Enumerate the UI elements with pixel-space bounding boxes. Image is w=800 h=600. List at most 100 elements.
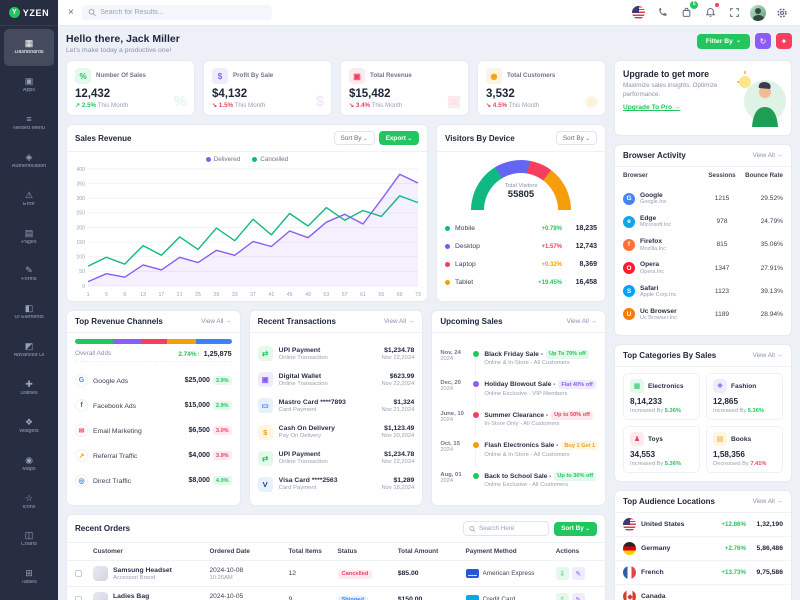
transaction-row[interactable]: ▭ Mastro Card ****7893 Card Payment $1,3…: [257, 398, 414, 414]
filter-by-button[interactable]: Filter By: [696, 33, 750, 49]
location-row[interactable]: United States +12.86% 1,32,190: [615, 513, 791, 536]
browser-row[interactable]: e Edge Microsoft.Inc 978 24.79%: [623, 215, 783, 228]
select-all-checkbox[interactable]: [75, 548, 82, 555]
refresh-button[interactable]: [755, 33, 771, 49]
browser-sessions: 1215: [714, 195, 730, 203]
view-all-link[interactable]: View All: [384, 318, 414, 325]
sidebar-item[interactable]: ☆ Icons: [4, 483, 54, 520]
download-button[interactable]: [555, 593, 569, 600]
channel-row[interactable]: ↗ Referral Traffic $4,000 3.9%: [75, 449, 232, 462]
sidebar-toggle-icon[interactable]: [68, 8, 74, 18]
svg-text:350: 350: [76, 181, 85, 187]
phone-button[interactable]: [654, 5, 670, 21]
sidebar-item[interactable]: ⊞ Tables: [4, 559, 54, 596]
sidebar-item[interactable]: ✎ Forms: [4, 256, 54, 293]
edit-button[interactable]: [571, 593, 585, 600]
sidebar-item[interactable]: ▤ Pages: [4, 218, 54, 255]
sidebar-item[interactable]: ◧ UI Elements: [4, 294, 54, 331]
browser-company: Opera.Inc: [640, 268, 665, 275]
upgrade-pro-link[interactable]: Upgrade To Pro: [623, 104, 680, 111]
browser-row[interactable]: S Safari Apple Corp.Inc 1123 39.13%: [623, 285, 783, 298]
fullscreen-button[interactable]: [726, 5, 742, 21]
transaction-row[interactable]: ⇄ UPI Payment Online Transaction $1,234.…: [257, 346, 414, 362]
category-icon: ♟: [630, 432, 644, 446]
segment: [167, 339, 196, 344]
sidebar-item[interactable]: ◩ Advanced UI: [4, 332, 54, 369]
channel-row[interactable]: ◎ Direct Traffic $8,000 4.0%: [75, 474, 232, 487]
cart-button[interactable]: 5: [678, 0, 698, 21]
timeline-dot: [472, 442, 479, 449]
sort-by-button[interactable]: Sort By: [333, 131, 375, 145]
edit-button[interactable]: [571, 567, 585, 580]
view-all-link[interactable]: View All: [753, 352, 783, 359]
row-checkbox[interactable]: [75, 570, 82, 577]
sort-by-button[interactable]: Sort By: [555, 131, 597, 145]
sidebar-item[interactable]: ≡ Nested Menu: [4, 105, 54, 142]
transaction-row[interactable]: $ Cash On Delivery Pay On Delivery $1,12…: [257, 424, 414, 440]
sidebar-item[interactable]: ⚠ Error: [4, 180, 54, 217]
sidebar-item[interactable]: ▣ Apps: [4, 67, 54, 104]
transaction-row[interactable]: ⇄ UPI Payment Online Transaction $1,234.…: [257, 450, 414, 466]
global-search[interactable]: [81, 5, 272, 20]
sidebar-item[interactable]: ❖ Widgets: [4, 408, 54, 445]
export-button[interactable]: Export: [378, 131, 419, 145]
sidebar-item[interactable]: ✚ Utilities: [4, 370, 54, 407]
view-all-link[interactable]: View All: [753, 498, 783, 505]
bookmark-button[interactable]: [776, 33, 792, 49]
browser-row[interactable]: f Firefox Mozilla.Inc 815 35.06%: [623, 238, 783, 252]
category-tile[interactable]: ▤ Books 1,58,356 Decreased By 7.41%: [706, 426, 783, 473]
browser-row[interactable]: U Uc Browser Uc Browser.Inc 1189 28.94%: [623, 308, 783, 321]
user-avatar[interactable]: [750, 4, 766, 21]
transaction-type: Pay On Delivery: [278, 433, 322, 440]
upcoming-sale-row[interactable]: Dec, 20 2024 Holiday Blowout Sale - Flat…: [440, 380, 597, 407]
order-table-row[interactable]: Samsung Headset Accessori Brand 2024-10-…: [67, 560, 605, 586]
transaction-row[interactable]: ▣ Digital Wallet Online Transaction $623…: [257, 372, 414, 388]
orders-search-input[interactable]: [479, 525, 544, 532]
sidebar-item[interactable]: ◈ Authentication: [4, 143, 54, 180]
upcoming-sale-row[interactable]: June, 10 2024 Summer Clearance - Up to 5…: [440, 410, 597, 437]
card-title: Upcoming Sales: [440, 317, 503, 326]
settings-button[interactable]: [774, 5, 790, 21]
category-trend-label: Increased By: [630, 408, 664, 414]
upcoming-sale-row[interactable]: Nov, 24 2024 Black Friday Sale - Up To 7…: [440, 349, 597, 376]
view-all-link[interactable]: View All: [753, 152, 783, 159]
upcoming-sale-row[interactable]: Aug, 01 2024 Back to School Sale - Up to…: [440, 471, 597, 488]
sidebar-item[interactable]: ◫ Charts: [4, 521, 54, 558]
stat-change-value: ↘ 4.5%: [486, 102, 508, 109]
upcoming-sale-row[interactable]: Oct, 15 2024 Flash Electronics Sale - Bu…: [440, 441, 597, 467]
device-row[interactable]: Desktop +1.57% 12,743: [445, 243, 597, 250]
category-tile[interactable]: ▦ Electronics 8,14,233 Increased By 5.36…: [623, 373, 700, 420]
category-tile[interactable]: ❖ Fashion 12,865 Increased By 5.36%: [706, 373, 783, 420]
sidebar-item[interactable]: ▦ Dashboards: [4, 29, 54, 66]
browser-sessions: 815: [716, 241, 728, 249]
device-row[interactable]: Tablet +19.45% 16,458: [445, 279, 597, 286]
browser-row[interactable]: O Opera Opera.Inc 1347 27.91%: [623, 261, 783, 275]
language-button[interactable]: [630, 5, 646, 21]
search-input[interactable]: [100, 9, 266, 16]
notifications-button[interactable]: [702, 2, 719, 21]
category-tile[interactable]: ♟ Toys 34,553 Increased By 5.36%: [623, 426, 700, 473]
device-row[interactable]: Laptop +0.32% 8,369: [445, 261, 597, 268]
column-header: Total Amount: [397, 548, 439, 555]
view-all-link[interactable]: View All: [201, 318, 231, 325]
sale-date: Dec, 20: [440, 380, 461, 387]
location-row[interactable]: Germany +2.76% 5,86,486: [615, 536, 791, 560]
view-all-link[interactable]: View All: [567, 318, 597, 325]
download-button[interactable]: [555, 567, 569, 580]
sidebar-item[interactable]: ◉ Maps: [4, 445, 54, 482]
order-table-row[interactable]: Ladies Bag Velbrin Brand 2024-10-05 12:4…: [67, 586, 605, 600]
sidebar-item-icon: ◉: [25, 454, 33, 465]
location-row[interactable]: Canada: [615, 584, 791, 600]
orders-sort-button[interactable]: Sort By: [554, 521, 597, 536]
orders-search[interactable]: [463, 521, 550, 536]
channel-row[interactable]: G Google Ads $25,000 3.9%: [75, 374, 232, 387]
browser-name: Opera: [640, 261, 660, 269]
channel-row[interactable]: f Facebook Ads $15,000 2.9%: [75, 399, 232, 412]
device-row[interactable]: Mobile +0.78% 18,235: [445, 225, 597, 232]
transaction-row[interactable]: V Visa Card ****2563 Card Payment $1,289…: [257, 476, 414, 492]
app-logo[interactable]: Y YZEN: [0, 0, 58, 26]
location-row[interactable]: French +13.73% 9,75,586: [615, 560, 791, 584]
channel-row[interactable]: ✉ Email Marketing $6,500 3.0%: [75, 424, 232, 437]
browser-row[interactable]: G Google Google.Inc 1215 29.52%: [623, 192, 783, 205]
row-checkbox[interactable]: [75, 596, 82, 600]
